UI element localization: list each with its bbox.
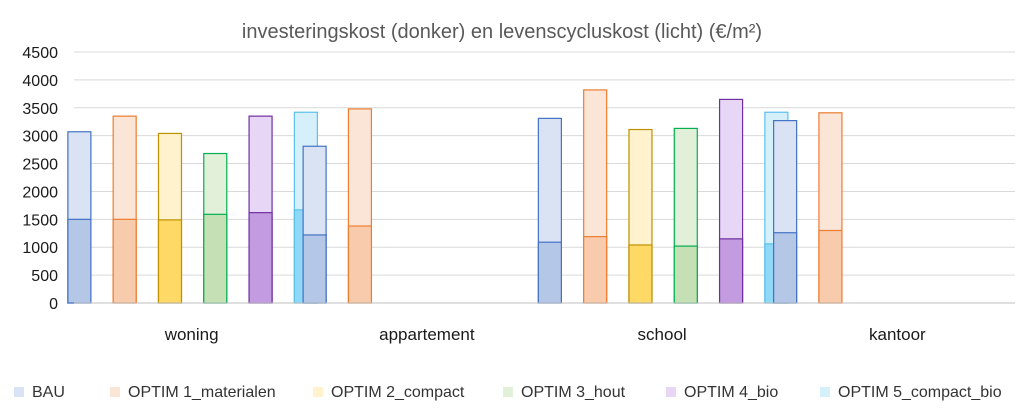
legend-swatch [820,387,830,397]
bar-investering-woning-4 [248,212,273,304]
bar-investering-school-3 [673,245,698,304]
bar-investering-school-2 [628,244,653,304]
y-tick-label: 2500 [22,157,58,174]
legend: BAU OPTIM 1_materialen OPTIM 2_compact OPTI… [14,384,1002,401]
y-tick-label: 3500 [22,101,58,118]
y-tick-label: 1500 [22,212,58,229]
bar-investering-woning-0 [67,218,92,304]
legend-swatch [313,387,323,397]
y-axis-ticks: 0 500 1000 1500 2000 2500 3000 3500 4000 4500 [22,45,58,313]
bar-investering-kantoor-1 [818,229,843,304]
bar-investering-appartement-0 [302,234,327,304]
bar-investering-school-0 [537,241,562,304]
bars [67,89,843,304]
legend-label: BAU [32,384,65,401]
legend-label: OPTIM 5_compact_bio [838,384,1002,401]
y-tick-label: 3000 [22,129,58,146]
legend-label: OPTIM 3_hout [521,384,626,401]
bar-investering-school-1 [583,236,608,304]
y-tick-label: 0 [49,296,58,313]
legend-swatch [14,387,24,397]
bar-investering-woning-1 [112,218,137,304]
y-tick-label: 4000 [22,73,58,90]
legend-swatch [503,387,513,397]
bar-investering-appartement-1 [347,225,373,304]
legend-label: OPTIM 4_bio [684,384,778,401]
y-tick-label: 500 [31,268,58,285]
y-tick-label: 4500 [22,45,58,62]
x-category-label: woning [164,325,219,344]
x-category-label: appartement [379,325,475,344]
legend-label: OPTIM 2_compact [331,384,465,401]
chart-title: investeringskost (donker) en levenscyclu… [242,21,762,43]
x-axis-categories: woning appartement school kantoor [164,325,926,344]
y-tick-label: 1000 [22,240,58,257]
legend-swatch [666,387,676,397]
y-tick-label: 2000 [22,184,58,201]
legend-swatch [110,387,120,397]
x-category-label: kantoor [869,325,926,344]
bar-investering-school-4 [718,238,744,304]
bar-investering-kantoor-0 [773,232,798,304]
x-category-label: school [638,325,687,344]
legend-label: OPTIM 1_materialen [128,384,276,401]
bar-investering-woning-2 [157,219,183,304]
bar-investering-woning-3 [203,213,228,304]
